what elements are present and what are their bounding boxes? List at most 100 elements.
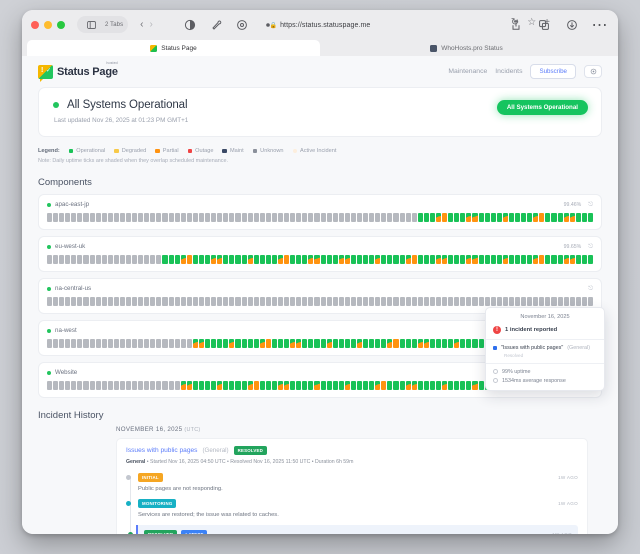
uptime-tick[interactable] (472, 213, 478, 222)
uptime-tick[interactable] (344, 255, 350, 264)
uptime-tick[interactable] (375, 297, 381, 306)
uptime-tick[interactable] (533, 213, 539, 222)
uptime-tick[interactable] (192, 255, 198, 264)
uptime-tick[interactable] (144, 381, 150, 390)
uptime-tick[interactable] (101, 213, 107, 222)
window-controls[interactable] (31, 20, 65, 29)
uptime-tick[interactable] (259, 339, 265, 348)
uptime-tick[interactable] (150, 213, 156, 222)
uptime-tick[interactable] (113, 297, 119, 306)
uptime-tick[interactable] (350, 297, 356, 306)
uptime-tick[interactable] (126, 297, 132, 306)
uptime-tick[interactable] (387, 339, 393, 348)
uptime-tick[interactable] (223, 255, 229, 264)
uptime-tick[interactable] (132, 213, 138, 222)
uptime-tick[interactable] (502, 297, 508, 306)
uptime-tick[interactable] (223, 297, 229, 306)
uptime-tick[interactable] (284, 297, 290, 306)
uptime-tick[interactable] (47, 255, 53, 264)
uptime-tick[interactable] (405, 297, 411, 306)
uptime-tick[interactable] (277, 381, 284, 390)
uptime-tick[interactable] (241, 381, 247, 390)
uptime-tick[interactable] (587, 255, 594, 264)
uptime-tick[interactable] (174, 255, 180, 264)
uptime-tick-bar[interactable] (47, 255, 594, 264)
uptime-tick[interactable] (326, 297, 332, 306)
uptime-tick[interactable] (53, 255, 59, 264)
uptime-tick[interactable] (363, 297, 369, 306)
uptime-tick-bar[interactable] (47, 297, 594, 306)
uptime-tick[interactable] (47, 381, 53, 390)
uptime-tick[interactable] (478, 297, 484, 306)
uptime-tick[interactable] (448, 255, 454, 264)
uptime-tick[interactable] (186, 381, 192, 390)
uptime-tick[interactable] (59, 381, 65, 390)
uptime-tick[interactable] (150, 339, 156, 348)
uptime-tick[interactable] (290, 255, 296, 264)
uptime-tick[interactable] (484, 255, 490, 264)
uptime-tick[interactable] (65, 381, 71, 390)
uptime-tick[interactable] (356, 381, 363, 390)
uptime-tick[interactable] (198, 255, 205, 264)
uptime-tick[interactable] (454, 381, 460, 390)
uptime-tick[interactable] (338, 339, 344, 348)
uptime-tick[interactable] (168, 339, 174, 348)
uptime-tick[interactable] (429, 381, 435, 390)
download-icon[interactable] (562, 16, 581, 33)
uptime-tick[interactable] (180, 381, 186, 390)
uptime-tick[interactable] (89, 213, 95, 222)
uptime-tick[interactable] (192, 339, 198, 348)
uptime-tick[interactable] (198, 381, 205, 390)
uptime-tick[interactable] (71, 255, 77, 264)
uptime-tick[interactable] (217, 339, 223, 348)
uptime-tick[interactable] (302, 339, 308, 348)
uptime-tick[interactable] (217, 213, 223, 222)
uptime-tick[interactable] (101, 297, 107, 306)
uptime-tick[interactable] (508, 213, 515, 222)
uptime-tick[interactable] (375, 213, 381, 222)
uptime-tick[interactable] (168, 381, 174, 390)
uptime-tick[interactable] (314, 297, 320, 306)
uptime-tick[interactable] (436, 339, 442, 348)
uptime-tick[interactable] (545, 213, 551, 222)
uptime-tick[interactable] (429, 297, 435, 306)
uptime-tick[interactable] (363, 213, 369, 222)
uptime-tick[interactable] (436, 213, 442, 222)
uptime-tick[interactable] (417, 381, 423, 390)
settings-icon[interactable] (233, 16, 252, 33)
uptime-tick[interactable] (527, 297, 533, 306)
uptime-tick[interactable] (113, 381, 119, 390)
uptime-tick[interactable] (156, 213, 162, 222)
uptime-tick[interactable] (448, 213, 454, 222)
uptime-tick[interactable] (308, 297, 314, 306)
uptime-tick[interactable] (174, 339, 180, 348)
uptime-tick[interactable] (356, 339, 363, 348)
uptime-tick[interactable] (265, 297, 271, 306)
uptime-tick[interactable] (563, 213, 569, 222)
uptime-tick[interactable] (271, 381, 277, 390)
uptime-tick[interactable] (162, 297, 168, 306)
uptime-tick[interactable] (162, 339, 168, 348)
uptime-tick[interactable] (119, 255, 126, 264)
uptime-tick[interactable] (332, 339, 338, 348)
uptime-tick[interactable] (466, 381, 472, 390)
uptime-tick[interactable] (302, 213, 308, 222)
uptime-tick[interactable] (180, 255, 186, 264)
uptime-tick[interactable] (448, 381, 454, 390)
uptime-tick[interactable] (338, 381, 344, 390)
uptime-tick[interactable] (126, 213, 132, 222)
uptime-tick[interactable] (369, 255, 375, 264)
uptime-tick[interactable] (235, 213, 241, 222)
uptime-tick[interactable] (95, 297, 101, 306)
uptime-tick[interactable] (423, 297, 429, 306)
uptime-tick[interactable] (247, 297, 253, 306)
expand-icon[interactable]: ⎋ (588, 201, 593, 208)
uptime-tick[interactable] (302, 381, 308, 390)
uptime-tick[interactable] (563, 297, 569, 306)
uptime-tick[interactable] (132, 339, 138, 348)
uptime-tick[interactable] (387, 381, 393, 390)
uptime-tick[interactable] (138, 297, 144, 306)
uptime-tick[interactable] (521, 297, 527, 306)
uptime-tick[interactable] (350, 381, 356, 390)
uptime-tick[interactable] (83, 213, 89, 222)
